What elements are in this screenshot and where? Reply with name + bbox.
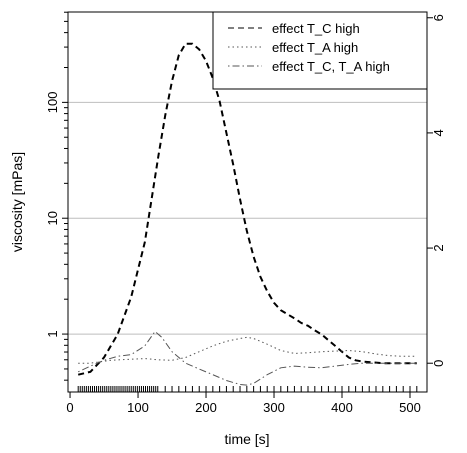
y-left-tick-label: 1: [45, 330, 60, 337]
series-line-3: [77, 330, 417, 386]
y-right-tick-label: 4: [431, 129, 446, 136]
y-axis-label: viscosity [mPas]: [9, 152, 25, 252]
y-left-tick-label: 100: [45, 92, 60, 114]
y-left-tick-label: 10: [45, 211, 60, 225]
y-right-tick-label: 2: [431, 244, 446, 251]
x-tick-label: 100: [127, 400, 149, 415]
legend-box: [212, 11, 428, 90]
series-line-1: [77, 42, 417, 376]
rug: [77, 386, 418, 392]
legend: effect T_C high effect T_A high effect T_C…: [212, 11, 428, 90]
y-right-tick-label: 6: [431, 14, 446, 21]
series-line-2: [78, 336, 417, 364]
x-tick-label: 500: [399, 400, 421, 415]
x-tick-label: 200: [195, 400, 217, 415]
series-layer: [77, 42, 417, 386]
legend-label-3: effect T_C, T_A high: [272, 59, 390, 74]
x-tick-label: 400: [331, 400, 353, 415]
axes: 0 100 200 300 400 500 1 10 100 0 2 4 6: [45, 11, 446, 415]
legend-label-1: effect T_C high: [272, 21, 360, 36]
gridlines: [68, 101, 427, 335]
legend-label-2: effect T_A high: [272, 40, 358, 55]
y-right-tick-label: 0: [431, 360, 446, 367]
x-tick-label: 300: [263, 400, 285, 415]
x-axis-label: time [s]: [224, 431, 269, 447]
x-tick-label: 0: [66, 400, 73, 415]
